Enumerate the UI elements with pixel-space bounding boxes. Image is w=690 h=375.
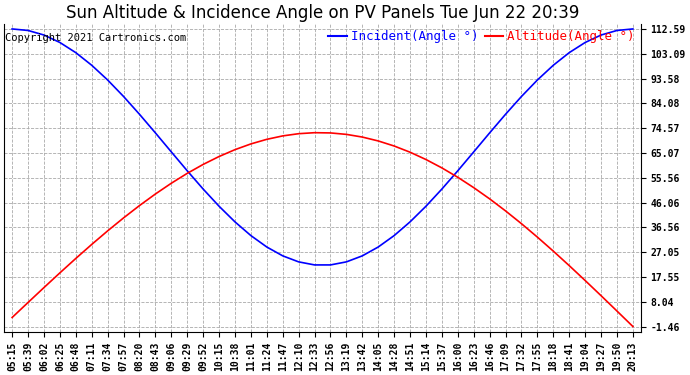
Text: Copyright 2021 Cartronics.com: Copyright 2021 Cartronics.com [5,33,186,43]
Legend: Incident(Angle °), Altitude(Angle °): Incident(Angle °), Altitude(Angle °) [328,30,635,43]
Title: Sun Altitude & Incidence Angle on PV Panels Tue Jun 22 20:39: Sun Altitude & Incidence Angle on PV Pan… [66,4,579,22]
